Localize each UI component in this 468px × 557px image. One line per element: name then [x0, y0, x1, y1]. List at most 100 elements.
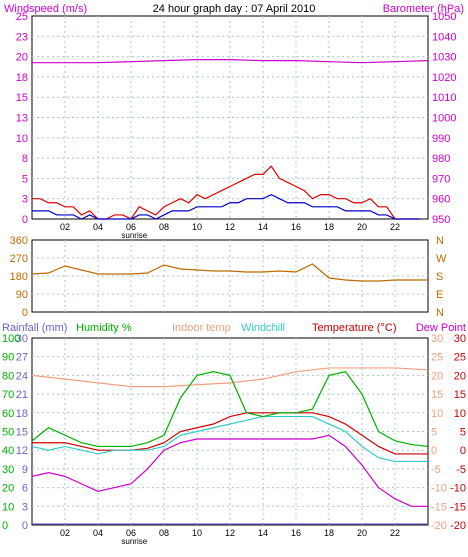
hour-tick-label: 02 [60, 222, 70, 232]
barometer-tick-label: 1030 [432, 52, 456, 64]
humidity-tick-label: 40 [2, 445, 14, 457]
hour-tick-label: 10 [192, 528, 202, 538]
rainfall-tick-label: 12 [16, 445, 28, 457]
indoor-temp-tick-label: -10 [431, 483, 447, 495]
indoor-temp-tick-label: -20 [431, 520, 447, 532]
direction-tick-label: 0 [22, 307, 28, 319]
hour-tick-label: 22 [390, 528, 400, 538]
temperature-series-line [32, 412, 428, 455]
legend-dew-point: Dew Point [416, 322, 466, 334]
indoor-temp-tick-label: 5 [431, 427, 437, 439]
legend-rainfall: Rainfall (mm) [2, 322, 67, 334]
windspeed-tick-label: 25 [16, 11, 28, 23]
legend-temperature: Temperature (°C) [312, 322, 396, 334]
windspeed-tick-label: 8 [22, 153, 28, 165]
rainfall-tick-label: 21 [16, 389, 28, 401]
indoor-temp-tick-label: -5 [431, 464, 441, 476]
indoor-temp-tick-label: 20 [431, 370, 443, 382]
temperature-tick-label: 20 [454, 370, 466, 382]
rainfall-tick-label: 6 [22, 483, 28, 495]
humidity-tick-label: 100 [2, 333, 20, 345]
hour-tick-label: 14 [258, 222, 268, 232]
barometer-series-line [32, 59, 429, 64]
hour-tick-label: 18 [324, 222, 334, 232]
sunrise-label: sunrise [121, 231, 147, 240]
hour-tick-label: 16 [291, 528, 301, 538]
hour-tick-label: 06 [126, 528, 136, 538]
direction-tick-label: 180 [10, 271, 28, 283]
rainfall-tick-label: 9 [22, 464, 28, 476]
barometer-tick-label: 1000 [432, 113, 456, 125]
temperature-tick-label: 10 [454, 408, 466, 420]
indoor-temp-tick-label: -15 [431, 501, 447, 513]
hour-tick-label: 14 [258, 528, 268, 538]
barometer-tick-label: 1010 [432, 92, 456, 104]
humidity-tick-label: 0 [2, 520, 8, 532]
windspeed-tick-label: 0 [22, 214, 28, 226]
windspeed-tick-label: 13 [16, 113, 28, 125]
hour-tick-label: 06 [126, 222, 136, 232]
legend-humidity: Humidity % [76, 322, 132, 334]
chart-title: 24 hour graph day : 07 April 2010 [153, 3, 316, 15]
direction-tick-label: 360 [10, 235, 28, 247]
hour-tick-label: 16 [291, 222, 301, 232]
barometer-tick-label: 990 [432, 133, 450, 145]
indoor-temp-tick-label: 30 [431, 333, 443, 345]
compass-label: N [436, 235, 444, 247]
humidity-tick-label: 20 [2, 483, 14, 495]
hour-tick-label: 02 [60, 528, 70, 538]
temperature-tick-label: 30 [454, 333, 466, 345]
humidity-tick-label: 90 [2, 352, 14, 364]
rainfall-tick-label: 15 [16, 427, 28, 439]
rainfall-tick-label: 30 [16, 333, 28, 345]
temperature-tick-label: -5 [456, 464, 466, 476]
hour-tick-label: 22 [390, 222, 400, 232]
rainfall-tick-label: 18 [16, 408, 28, 420]
indoor-temp-tick-label: 10 [431, 408, 443, 420]
humidity-tick-label: 50 [2, 427, 14, 439]
indoor-temp-tick-label: 25 [431, 352, 443, 364]
compass-label: E [436, 289, 443, 301]
windspeed-tick-label: 3 [22, 194, 28, 206]
humidity-series-line [31, 370, 429, 448]
windspeed-tick-label: 10 [16, 133, 28, 145]
indoor-temp-tick-label: 15 [431, 389, 443, 401]
hour-tick-label: 20 [357, 528, 367, 538]
humidity-tick-label: 30 [2, 464, 14, 476]
hour-tick-label: 12 [225, 222, 235, 232]
direction-series-line [31, 263, 428, 282]
hour-tick-label: 18 [324, 528, 334, 538]
rainfall-tick-label: 3 [22, 501, 28, 513]
temperature-tick-label: 0 [460, 445, 466, 457]
hour-tick-label: 04 [93, 528, 103, 538]
barometer-tick-label: 970 [432, 173, 450, 185]
temperature-tick-label: -15 [450, 501, 466, 513]
barometer-tick-label: 1040 [432, 31, 456, 43]
rainfall-tick-label: 24 [16, 370, 28, 382]
hour-tick-label: 10 [192, 222, 202, 232]
humidity-tick-label: 10 [2, 501, 14, 513]
wind-series-line [32, 193, 420, 220]
windspeed-tick-label: 5 [22, 173, 28, 185]
temperature-tick-label: -20 [450, 520, 466, 532]
barometer-tick-label: 980 [432, 153, 450, 165]
humidity-tick-label: 60 [2, 408, 14, 420]
temperature-tick-label: 15 [454, 389, 466, 401]
humidity-tick-label: 80 [2, 370, 14, 382]
hour-tick-label: 20 [357, 222, 367, 232]
hour-tick-label: 08 [159, 222, 169, 232]
barometer-tick-label: 1050 [432, 11, 456, 23]
barometer-tick-label: 1020 [432, 72, 456, 84]
barometer-axis-label: Barometer (hPa) [383, 3, 464, 15]
windspeed-tick-label: 23 [16, 31, 28, 43]
barometer-tick-label: 960 [432, 194, 450, 206]
dewpoint-series-line [31, 434, 428, 507]
windspeed-axis-label: Windspeed (m/s) [4, 3, 87, 15]
windspeed-tick-label: 15 [16, 92, 28, 104]
temperature-tick-label: 25 [454, 352, 466, 364]
humidity-tick-label: 70 [2, 389, 14, 401]
indoor-temp-tick-label: 0 [431, 445, 437, 457]
legend-indoor-temp: Indoor temp [172, 322, 231, 334]
rainfall-tick-label: 0 [22, 520, 28, 532]
